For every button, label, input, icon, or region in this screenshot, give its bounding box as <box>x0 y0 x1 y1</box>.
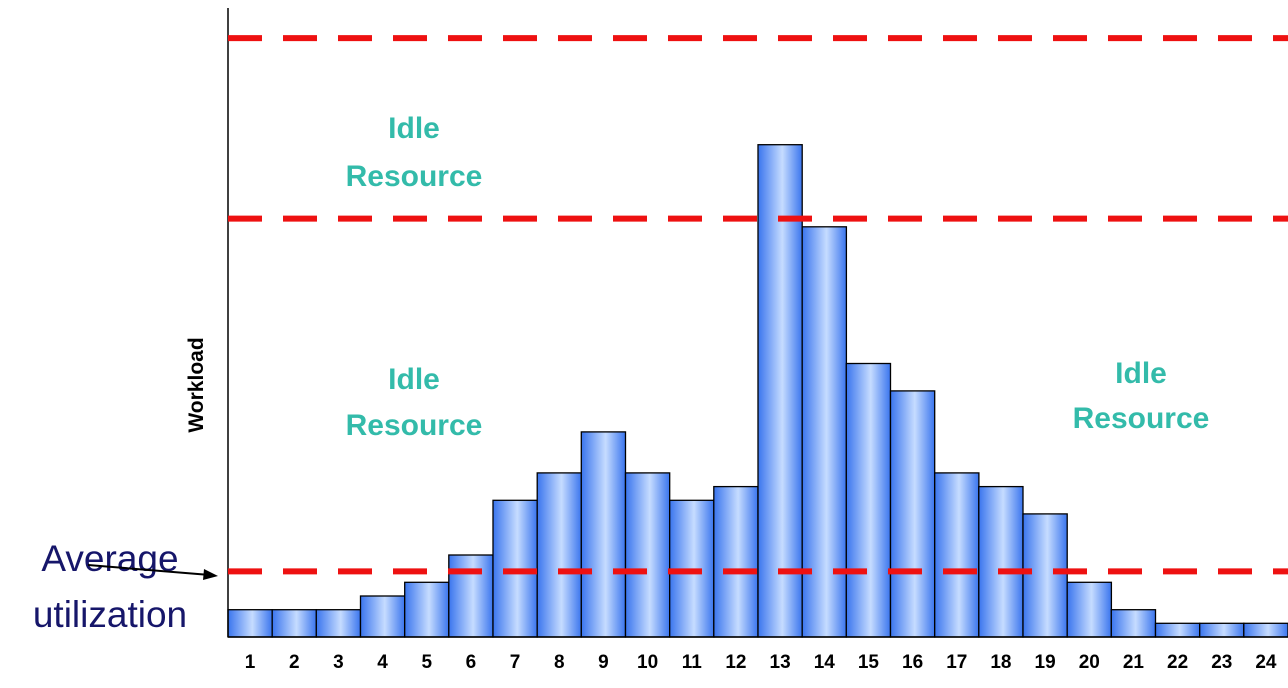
bar-16 <box>889 390 936 638</box>
x-tick-label: 2 <box>289 652 300 673</box>
idle-resource-right-label: Idle Resource <box>1073 357 1210 435</box>
bar-18 <box>978 485 1024 638</box>
x-tick-label: 16 <box>902 652 923 673</box>
idle-resource-left-label: Idle Resource <box>346 363 483 442</box>
x-tick-label: 15 <box>858 652 880 673</box>
bar-24 <box>1243 622 1288 638</box>
idle-resource-top-label: Idle Resource <box>346 112 483 193</box>
x-tick-label: 14 <box>814 652 836 673</box>
x-tick-label: 8 <box>554 652 565 673</box>
y-axis-label: Workload <box>185 337 208 432</box>
bar-2 <box>271 609 318 638</box>
average-utilization-label: Average utilization <box>33 538 187 635</box>
x-tick-label: 5 <box>422 652 433 673</box>
bar-19 <box>1022 513 1068 638</box>
average-utilization-arrow <box>87 564 218 580</box>
reference-lines <box>228 35 1288 575</box>
x-tick-label: 24 <box>1255 652 1277 673</box>
bar-12 <box>713 485 759 638</box>
x-tick-label: 12 <box>725 652 746 673</box>
x-tick-label: 3 <box>333 652 344 673</box>
x-tick-label: 19 <box>1035 652 1056 673</box>
bar-10 <box>624 472 671 638</box>
bar-14 <box>801 226 848 638</box>
bar-15 <box>845 362 892 638</box>
x-tick-label: 6 <box>466 652 477 673</box>
x-tick-label: 20 <box>1079 652 1100 673</box>
bar-23 <box>1199 622 1245 638</box>
bar-1 <box>227 609 273 638</box>
x-tick-label: 18 <box>990 652 1011 673</box>
bar-4 <box>359 595 406 638</box>
bar-21 <box>1110 609 1157 638</box>
x-tick-label: 17 <box>946 652 967 673</box>
x-tick-label: 10 <box>637 652 658 673</box>
x-tick-label: 7 <box>510 652 521 673</box>
bar-20 <box>1066 581 1113 638</box>
bar-3 <box>315 609 362 638</box>
bar-6 <box>448 554 494 638</box>
x-tick-label: 23 <box>1211 652 1232 673</box>
x-tick-label: 9 <box>598 652 609 673</box>
bar-8 <box>536 472 583 638</box>
bar-9 <box>580 431 627 638</box>
x-tick-labels: 1 2 3 4 5 6 7 8 9 10 11 12 13 14 15 16 17 18 19 20 21 22 23 24 <box>245 652 1277 673</box>
x-tick-label: 13 <box>770 652 791 673</box>
x-tick-label: 4 <box>377 652 388 673</box>
bar-17 <box>934 472 980 638</box>
x-tick-label: 21 <box>1123 652 1145 673</box>
bar-5 <box>404 581 450 638</box>
x-tick-label: 1 <box>245 652 256 673</box>
x-tick-label: 11 <box>682 652 703 673</box>
x-tick-label: 22 <box>1167 652 1188 673</box>
bar-22 <box>1154 622 1201 638</box>
